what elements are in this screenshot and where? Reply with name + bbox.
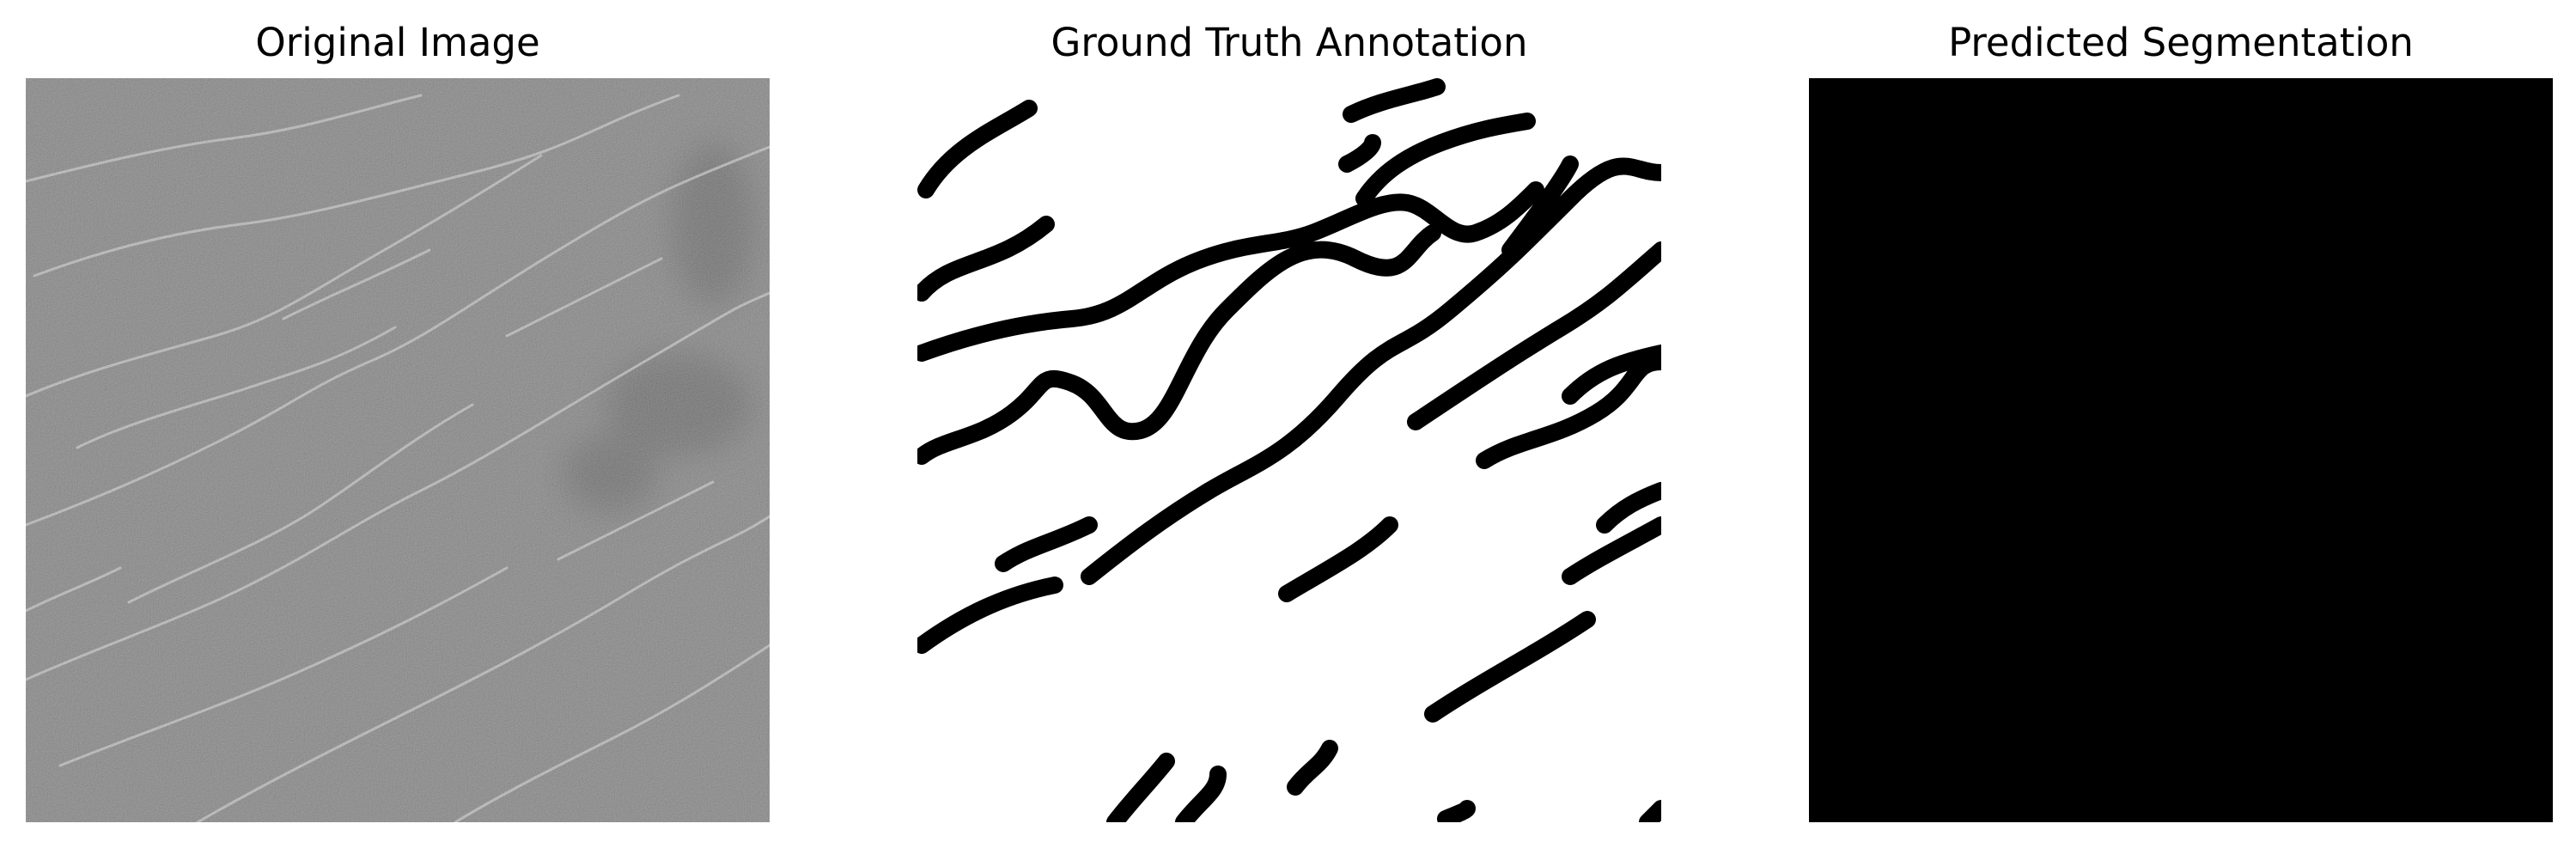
panel-title: Original Image: [26, 21, 770, 65]
ground-truth-mask: [917, 78, 1661, 822]
predicted-segmentation-mask: [1809, 78, 2553, 822]
panel-title: Predicted Segmentation: [1809, 21, 2553, 65]
original-image: [26, 78, 770, 822]
panel-title: Ground Truth Annotation: [917, 21, 1661, 65]
